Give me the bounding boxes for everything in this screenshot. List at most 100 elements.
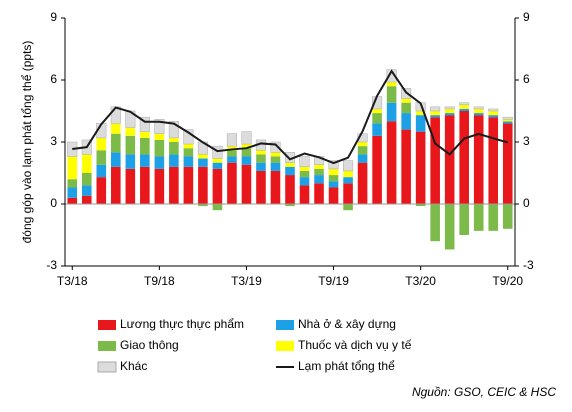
bar-segment (154, 119, 165, 134)
legend-label: Thuốc và dịch vụ y tế (298, 338, 412, 352)
bar-segment (212, 162, 223, 169)
bar-segment (285, 204, 295, 207)
x-tick-label: T3/19 (231, 274, 262, 288)
x-tick-label: T9/20 (492, 274, 523, 288)
bar-segment (241, 144, 252, 149)
bar-segment (488, 115, 499, 118)
bar-segment (270, 152, 281, 157)
bar-segment (285, 166, 295, 176)
bar-segment (168, 121, 179, 139)
bar-segment (473, 113, 484, 116)
bar-segment (270, 162, 281, 171)
bar-segment (502, 121, 513, 124)
bar-segment (212, 168, 223, 204)
bar-segment (357, 162, 368, 204)
bar-segment (430, 106, 441, 112)
bar-segment (343, 177, 353, 184)
y2-tick-label: 9 (523, 10, 530, 24)
legend-swatch (276, 341, 294, 351)
bar-segment (227, 156, 237, 163)
bar-segment (212, 158, 223, 163)
y-tick-label: -3 (46, 258, 57, 272)
bar-segment (96, 150, 107, 165)
bar-segment (139, 116, 150, 132)
bar-segment (198, 154, 208, 159)
bar-segment (241, 156, 252, 165)
bar-segment (96, 164, 107, 178)
bar-segment (140, 166, 150, 204)
bar-segment (372, 135, 382, 204)
legend-swatch (97, 361, 117, 373)
bar-segment (256, 154, 266, 163)
bar-segment (430, 111, 440, 116)
bar-segment (270, 156, 281, 163)
y2-tick-label: 0 (523, 196, 530, 210)
bar-segment (169, 137, 179, 142)
legend-swatch (98, 341, 116, 351)
bar-segment (67, 179, 78, 188)
bar-segment (256, 162, 266, 171)
bar-segment (183, 166, 194, 204)
bar-segment (488, 111, 499, 116)
bar-segment (183, 156, 194, 167)
bar-segment (314, 175, 324, 184)
bar-segment (183, 144, 194, 149)
bar-segment (328, 160, 339, 170)
bar-segment (314, 168, 324, 176)
legend-swatch (276, 320, 294, 330)
bar-segment (357, 154, 368, 163)
bar-segment (444, 115, 455, 204)
y2-tick-label: 3 (523, 134, 530, 148)
bar-segment (96, 137, 107, 151)
bar-segment (386, 86, 397, 103)
y2-tick-label: -3 (523, 258, 534, 272)
bar-segment (502, 119, 513, 122)
bar-segment (154, 156, 165, 169)
bar-segment (459, 111, 469, 204)
x-tick-label: T9/18 (144, 274, 175, 288)
bar-segment (241, 131, 252, 145)
bar-segment (401, 102, 411, 114)
bar-segment (81, 185, 92, 196)
bar-segment (415, 131, 426, 204)
bar-segment (154, 133, 165, 140)
bar-segment (299, 170, 310, 178)
bar-segment (357, 146, 368, 155)
legend-label: Lạm phát tổng thể (298, 359, 395, 373)
bar-segment (444, 108, 455, 114)
bar-segment (140, 137, 150, 155)
bar-segment (299, 156, 310, 168)
bar-segment (473, 115, 484, 204)
legend-label: Nhà ở & xây dựng (298, 317, 396, 331)
x-tick-label: T9/19 (318, 274, 349, 288)
bar-segment (111, 133, 121, 153)
bar-segment (256, 170, 266, 204)
bar-segment (415, 115, 426, 132)
bar-segment (343, 183, 353, 204)
x-tick-label: T3/18 (57, 274, 88, 288)
bar-segment (125, 127, 136, 136)
bar-segment (169, 142, 179, 155)
legend-label: Giao thông (120, 338, 179, 352)
bar-segment (111, 123, 121, 134)
bar-segment (125, 154, 136, 169)
bar-segment (285, 162, 295, 167)
bar-segment (357, 142, 368, 147)
bar-segment (125, 168, 136, 204)
bar-segment (502, 116, 513, 120)
y-tick-label: 3 (50, 134, 57, 148)
bar-segment (328, 187, 339, 204)
bar-segment (488, 117, 499, 204)
bar-segment (111, 166, 121, 204)
bar-segment (81, 154, 92, 173)
bar-segment (299, 166, 310, 171)
bar-segment (415, 204, 426, 207)
bar-segment (401, 98, 411, 103)
bar-segment (488, 204, 499, 231)
bar-segment (343, 160, 354, 172)
bar-segment (372, 123, 382, 136)
bar-segment (430, 117, 440, 204)
bar-segment (386, 82, 397, 87)
bar-segment (314, 183, 324, 204)
y-tick-label: 6 (50, 72, 57, 86)
